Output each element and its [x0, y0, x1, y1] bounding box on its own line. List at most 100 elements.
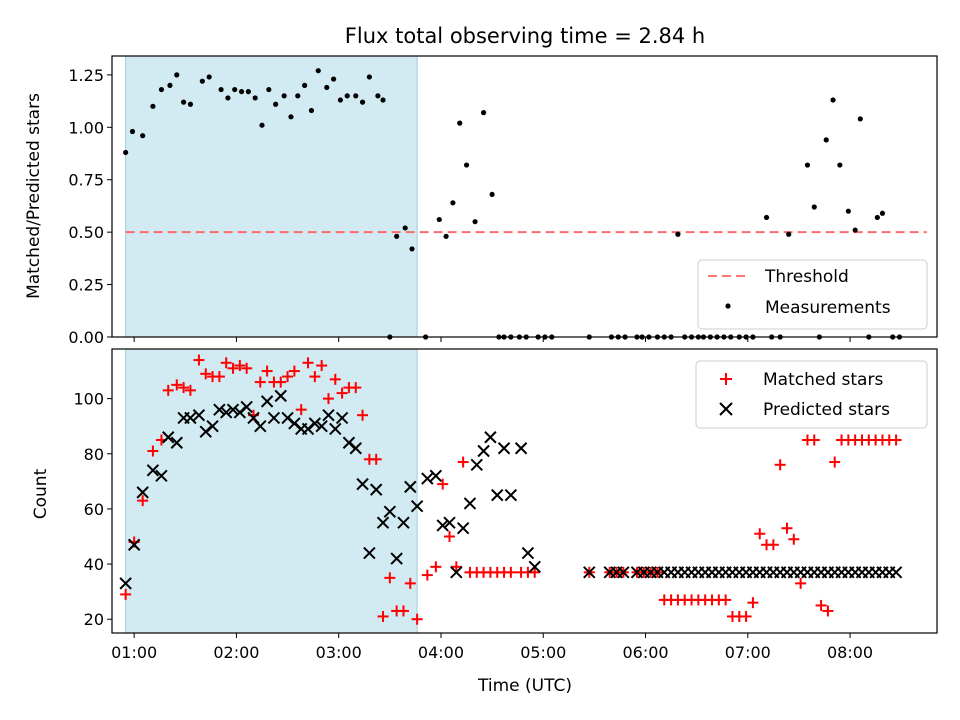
measurement-point	[324, 84, 330, 91]
measurement-point	[315, 68, 321, 74]
matched-star-point	[781, 522, 793, 534]
measurement-point	[409, 246, 415, 252]
matched-star-point	[234, 360, 246, 372]
x-tick-label: 08:00	[827, 643, 873, 662]
observing-span	[125, 348, 418, 634]
matched-star-point	[357, 409, 369, 421]
matched-star-point	[774, 459, 786, 471]
matched-star-point	[890, 434, 902, 446]
top-y-axis-label: Matched/Predicted stars	[24, 93, 44, 299]
predicted-star-point	[514, 442, 528, 455]
predicted-star-point	[213, 403, 226, 416]
matched-star-point	[200, 368, 212, 380]
measurement-point	[199, 78, 205, 84]
matched-star-point	[795, 577, 807, 589]
matched-star-point	[120, 588, 132, 600]
y-tick-label: 1.25	[68, 66, 104, 85]
matched-star-point	[384, 572, 396, 584]
matched-star-point	[220, 357, 232, 369]
measurement-point	[359, 99, 366, 105]
measurement-point	[375, 93, 381, 99]
measurement-point	[480, 110, 487, 116]
predicted-star-point	[463, 497, 477, 510]
matched-star-point	[329, 373, 341, 385]
predicted-star-point	[583, 566, 596, 579]
measurement-point	[218, 86, 224, 93]
measurement-point	[811, 204, 817, 210]
bottom-y-ticks: 20 40 60 80 100	[73, 390, 112, 629]
bottom-axes-frame	[111, 348, 938, 634]
predicted-star-point	[889, 566, 903, 579]
predicted-star-point	[369, 483, 383, 496]
measurement-point	[158, 86, 165, 93]
y-tick-label: 80	[84, 445, 104, 464]
y-tick-label: 100	[73, 390, 104, 409]
predicted-star-point	[410, 499, 424, 513]
matched-star-point	[808, 434, 820, 446]
measurement-point	[830, 97, 836, 103]
predicted-star-point	[376, 516, 390, 529]
measurement-point	[174, 72, 180, 78]
measurement-point	[232, 86, 238, 93]
measurement-point	[281, 93, 287, 99]
y-tick-label: 40	[84, 555, 104, 574]
bottom-panel: 20 40 60 80 100 01:00 02:00 03:00 04:00 05:00 06:…	[31, 348, 938, 696]
measurement-point	[436, 216, 442, 223]
y-tick-label: 60	[84, 500, 104, 519]
predicted-star-point	[429, 469, 443, 483]
matched-star-point	[261, 365, 273, 377]
top-axes-frame	[111, 55, 938, 338]
predicted-star-point	[136, 486, 149, 499]
predicted-star-point	[528, 560, 541, 574]
measurement-point	[259, 122, 265, 128]
measurement-point	[288, 114, 294, 120]
predicted-star-point	[247, 411, 260, 425]
measurement-point	[140, 133, 146, 139]
matched-star-point	[309, 371, 321, 383]
matched-star-point	[254, 376, 266, 388]
predicted-star-point	[260, 395, 274, 408]
measurement-point	[123, 149, 129, 156]
legend-matched-label: Matched stars	[763, 370, 883, 390]
predicted-star-point	[521, 546, 535, 560]
x-tick-label: 03:00	[316, 643, 362, 662]
x-tick-label: 05:00	[520, 643, 566, 662]
matched-star-point	[505, 566, 517, 578]
matched-star-point	[162, 384, 174, 396]
predicted-star-point	[436, 519, 449, 532]
matched-star-point	[213, 371, 225, 383]
matched-star-point	[147, 445, 159, 457]
predicted-star-point	[254, 419, 267, 433]
measurement-point	[353, 93, 359, 99]
predicted-star-point	[162, 431, 175, 444]
predicted-star-point	[226, 403, 240, 416]
matched-star-point	[437, 478, 449, 490]
predicted-star-point	[335, 411, 349, 425]
predicted-star-point	[383, 505, 397, 518]
top-legend-box	[697, 259, 928, 330]
count-points	[119, 354, 903, 625]
predicted-star-point	[477, 444, 490, 458]
predicted-star-point	[363, 546, 376, 560]
predicted-star-point	[146, 464, 160, 477]
matched-star-point	[336, 387, 348, 399]
y-tick-label: 0.25	[68, 276, 104, 295]
predicted-star-point	[421, 472, 434, 485]
predicted-star-point	[504, 488, 518, 502]
predicted-star-point	[155, 469, 168, 483]
measurement-point	[273, 101, 279, 107]
top-y-ticks: 0.00 0.25 0.50 0.75 1.00 1.25	[68, 66, 112, 347]
top-legend: Threshold Measurements	[697, 259, 928, 330]
matched-star-point	[193, 354, 205, 366]
predicted-star-point	[192, 408, 206, 422]
predicted-star-point	[397, 516, 410, 529]
matched-star-point	[411, 613, 423, 625]
measurement-point	[489, 191, 495, 198]
matched-star-point	[302, 357, 314, 369]
measurement-point	[238, 89, 245, 95]
matched-star-point	[822, 605, 834, 617]
matched-star-point	[295, 404, 307, 416]
measurement-point	[252, 95, 258, 101]
matched-star-point	[282, 371, 294, 383]
